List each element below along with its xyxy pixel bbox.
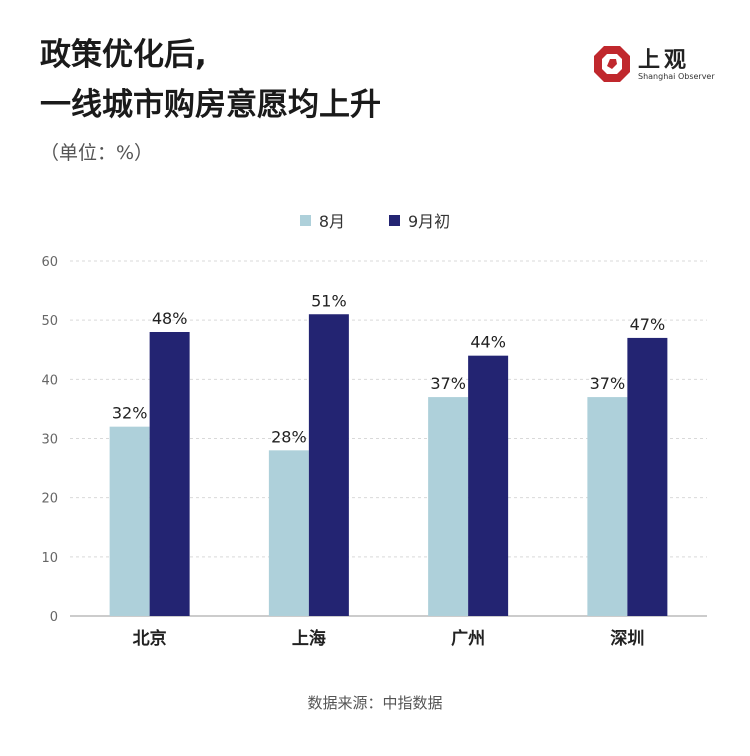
y-tick-label: 60 [41, 255, 58, 270]
logo-octagon-icon [594, 46, 630, 82]
data-label-series-1: 37% [430, 374, 466, 393]
legend-swatch-series-2 [389, 214, 400, 226]
legend-item-series-2: 9月初 [389, 208, 450, 232]
logo-subtitle: Shanghai Observer [638, 72, 715, 81]
legend-label-series-2: 9月初 [408, 212, 451, 231]
data-label-series-2: 47% [630, 315, 666, 334]
unit-label: （单位：%） [40, 142, 154, 164]
legend-item-series-1: 8月 [299, 208, 345, 232]
data-label-series-1: 32% [112, 404, 148, 423]
data-label-series-2: 44% [470, 333, 506, 352]
x-tick-label: 广州 [451, 628, 485, 649]
x-tick-label: 北京 [133, 628, 167, 649]
bar-series-1 [268, 450, 309, 616]
title-line-1: 政策优化后, [40, 37, 207, 73]
data-label-series-1: 37% [590, 374, 626, 393]
data-label-series-1: 28% [271, 427, 307, 446]
bar-series-1 [587, 397, 628, 616]
chart-title: 政策优化后, 一线城市购房意愿均上升 [40, 30, 381, 130]
bar-series-1 [109, 426, 150, 616]
logo-name: 上观 [638, 48, 691, 73]
y-tick-label: 10 [41, 551, 58, 566]
legend-label-series-1: 8月 [318, 212, 345, 231]
bar-series-2 [308, 314, 349, 616]
bar-series-2 [627, 337, 668, 616]
title-line-2: 一线城市购房意愿均上升 [40, 87, 381, 123]
y-tick-label: 30 [41, 433, 58, 448]
legend-swatch-series-1 [299, 214, 311, 226]
bar-series-2 [468, 355, 509, 616]
x-tick-label: 上海 [292, 628, 326, 649]
x-tick-label: 深圳 [610, 628, 644, 649]
shanghai-observer-logo: 上观 Shanghai Observer [592, 42, 715, 86]
y-tick-label: 0 [50, 610, 58, 625]
bar-series-1 [428, 397, 469, 616]
data-source: 数据来源：中指数据 [307, 694, 443, 712]
data-label-series-2: 48% [152, 309, 188, 328]
chart-legend: 8月 9月初 [0, 208, 750, 232]
y-tick-label: 20 [41, 492, 58, 507]
data-label-series-2: 51% [311, 291, 347, 310]
bar-series-2 [149, 332, 190, 616]
y-tick-label: 50 [41, 314, 58, 329]
y-tick-label: 40 [41, 373, 58, 388]
